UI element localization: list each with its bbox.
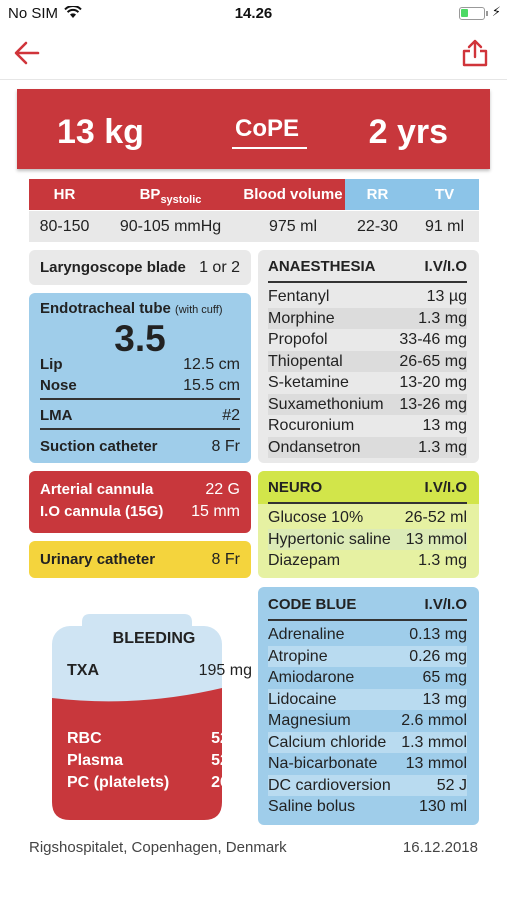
anaesthesia-title: ANAESTHESIA — [268, 258, 376, 275]
code-blue-route: I.V/I.O — [424, 596, 467, 613]
drug-row: Calcium chloride 1.3 mmol — [268, 731, 467, 753]
patient-header: 13 kg CoPE 2 yrs — [17, 89, 490, 169]
neuro-card: NEURO I.V/I.O Glucose 10% 26-52 ml Hypert… — [258, 471, 479, 578]
pc-label: PC (platelets) — [67, 774, 170, 791]
txa-value: 195 mg — [198, 662, 252, 679]
airway-divider — [40, 428, 240, 430]
urinary-label: Urinary catheter — [40, 551, 156, 568]
anaesthesia-divider — [268, 281, 467, 283]
neuro-divider — [268, 502, 467, 504]
vital-header-bp: BPsystolic — [100, 179, 241, 210]
neuro-list: Glucose 10% 26-52 ml Hypertonic saline 13 … — [268, 507, 467, 572]
title-underline — [232, 147, 307, 149]
laryngoscope-label: Laryngoscope blade — [40, 259, 186, 276]
code-blue-divider — [268, 619, 467, 621]
ett-label: Endotracheal tube — [40, 300, 171, 317]
arterial-cannula-label: Arterial cannula — [40, 481, 154, 498]
vital-value-bp: 90-105 mmHg — [100, 211, 241, 242]
lip-label: Lip — [40, 356, 63, 373]
vital-header-rr: RR — [345, 179, 410, 210]
drug-row: Ondansetron 1.3 mg — [268, 436, 467, 458]
drug-row: Magnesium 2.6 mmol — [268, 712, 467, 729]
nose-label: Nose — [40, 377, 77, 394]
drug-row: Saline bolus 130 ml — [268, 798, 467, 815]
arterial-cannula-value: 22 G — [205, 481, 240, 498]
code-blue-list: Adrenaline 0.13 mg Atropine 0.26 mg Amioda… — [268, 624, 467, 818]
share-icon[interactable] — [461, 38, 489, 68]
drug-row: Thiopental 26-65 mg — [268, 350, 467, 372]
bleeding-title: BLEEDING — [112, 630, 196, 647]
vital-value-tv: 91 ml — [410, 211, 479, 242]
wifi-icon — [64, 6, 82, 18]
lma-value: #2 — [222, 407, 240, 424]
anaesthesia-card: ANAESTHESIA I.V/I.O Fentanyl 13 µg Morphi… — [258, 250, 479, 463]
drug-row: Propofol 33-46 mg — [268, 331, 467, 348]
drug-row: Glucose 10% 26-52 ml — [268, 509, 467, 526]
plasma-value: 52 ml — [211, 752, 252, 769]
blood-bag-icon — [52, 614, 222, 820]
weight-label: 13 kg — [57, 113, 144, 151]
bleeding-bag: BLEEDING TXA 195 mg RBC 52 ml Plasma 52 … — [52, 610, 252, 820]
laryngoscope-value: 1 or 2 — [199, 259, 240, 276]
ett-note: (with cuff) — [175, 304, 223, 316]
nose-value: 15.5 cm — [183, 377, 240, 394]
drug-row: Atropine 0.26 mg — [268, 645, 467, 667]
anaesthesia-list: Fentanyl 13 µg Morphine 1.3 mg Propofol 33-… — [268, 286, 467, 458]
nav-divider — [0, 79, 507, 80]
drug-row: Rocuronium 13 mg — [268, 417, 467, 434]
drug-row: Hypertonic saline 13 mmol — [268, 528, 467, 550]
plasma-label: Plasma — [67, 752, 124, 769]
rbc-value: 52 ml — [211, 730, 252, 747]
vital-value-hr: 80-150 — [29, 211, 100, 242]
vital-value-rr: 22-30 — [345, 211, 410, 242]
neuro-route: I.V/I.O — [424, 479, 467, 496]
age-label: 2 yrs — [368, 113, 448, 151]
clock: 14.26 — [234, 5, 273, 22]
drug-row: Adrenaline 0.13 mg — [268, 626, 467, 643]
status-bar: No SIM 14.26 ⚡ — [0, 0, 507, 26]
drug-row: Lidocaine 13 mg — [268, 688, 467, 710]
vital-header-hr: HR — [29, 179, 100, 210]
drug-row: Na-bicarbonate 13 mmol — [268, 755, 467, 772]
code-blue-title: CODE BLUE — [268, 596, 357, 613]
drug-row: S-ketamine 13-20 mg — [268, 374, 467, 391]
lma-label: LMA — [40, 407, 73, 424]
airway-card: Endotracheal tube (with cuff) 3.5 Lip 12… — [29, 293, 251, 463]
airway-divider — [40, 398, 240, 400]
code-blue-card: CODE BLUE I.V/I.O Adrenaline 0.13 mg Atro… — [258, 587, 479, 825]
vital-header-blood-volume: Blood volume — [241, 179, 345, 210]
txa-label: TXA — [67, 662, 99, 679]
carrier-label: No SIM — [8, 5, 59, 22]
drug-row: Amiodarone 65 mg — [268, 669, 467, 686]
drug-row: Diazepam 1.3 mg — [268, 552, 467, 569]
neuro-title: NEURO — [268, 479, 323, 496]
suction-value: 8 Fr — [211, 438, 240, 455]
arrow-left-icon[interactable] — [14, 40, 40, 66]
urinary-card: Urinary catheter 8 Fr — [29, 541, 251, 578]
drug-row: Fentanyl 13 µg — [268, 288, 467, 305]
drug-row: Suxamethonium 13-26 mg — [268, 393, 467, 415]
io-cannula-label: I.O cannula (15G) — [40, 503, 164, 520]
anaesthesia-route: I.V/I.O — [424, 258, 467, 275]
drug-row: DC cardioversion 52 J — [268, 774, 467, 796]
io-cannula-value: 15 mm — [191, 503, 240, 520]
footer-date: 16.12.2018 — [402, 839, 478, 856]
suction-label: Suction catheter — [40, 438, 158, 455]
laryngoscope-card: Laryngoscope blade 1 or 2 — [29, 250, 251, 285]
charging-icon: ⚡ — [491, 4, 501, 19]
vital-value-blood-volume: 975 ml — [241, 211, 345, 242]
ett-size: 3.5 — [114, 318, 166, 359]
cannula-card: Arterial cannula 22 G I.O cannula (15G) … — [29, 471, 251, 533]
pc-value: 26 ml — [211, 774, 252, 791]
urinary-value: 8 Fr — [211, 551, 240, 568]
app-title: CoPE — [234, 115, 299, 142]
vital-header-tv: TV — [410, 179, 479, 210]
battery-icon — [459, 7, 488, 20]
lip-value: 12.5 cm — [183, 356, 240, 373]
footer-hospital: Rigshospitalet, Copenhagen, Denmark — [29, 839, 287, 856]
rbc-label: RBC — [67, 730, 102, 747]
drug-row: Morphine 1.3 mg — [268, 307, 467, 329]
